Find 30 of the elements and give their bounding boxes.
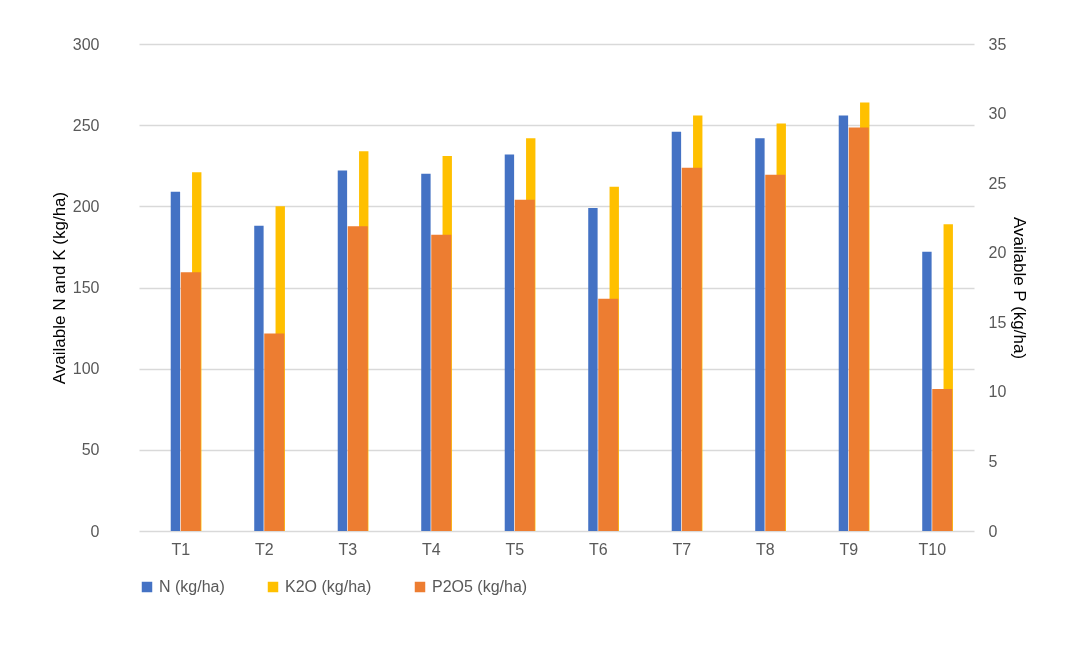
y-tick-label: 200 <box>72 197 100 215</box>
x-tick-label: T3 <box>338 540 358 558</box>
y2-tick-label: 10 <box>988 383 1007 401</box>
y2-tick-label: 20 <box>988 244 1007 262</box>
x-tick-label: T7 <box>672 540 692 558</box>
y-tick-label: 250 <box>72 116 100 134</box>
y2-tick-label: 15 <box>988 313 1007 331</box>
y-tick-label: 150 <box>72 279 100 296</box>
y2-tick-label: 5 <box>988 452 998 470</box>
legend-label: N (kg/ha) <box>159 578 225 595</box>
y-tick-label: 300 <box>72 35 100 53</box>
x-tick-label: T5 <box>505 540 525 558</box>
y2-tick-label: 35 <box>988 35 1007 53</box>
x-tick-label: T10 <box>918 540 947 558</box>
y-tick-label: 100 <box>72 360 100 378</box>
y2-tick-label: 0 <box>988 522 998 540</box>
x-tick-label: T9 <box>839 540 859 558</box>
y2-axis-title: Available P (kg/ha) <box>1010 216 1030 360</box>
y2-tick-label: 25 <box>988 174 1007 192</box>
y-tick-label: 50 <box>81 441 100 459</box>
x-tick-label: T2 <box>254 540 274 558</box>
y-axis-title: Available N and K (kg/ha) <box>49 191 69 385</box>
legend-label: P2O5 (kg/ha) <box>432 578 528 595</box>
x-tick-label: T4 <box>421 540 441 558</box>
y2-tick-label: 30 <box>988 105 1007 123</box>
legend-label: K2O (kg/ha) <box>285 578 372 595</box>
x-tick-label: T6 <box>588 540 608 558</box>
x-tick-label: T1 <box>171 540 191 558</box>
y-tick-label: 0 <box>90 522 100 540</box>
x-tick-label: T8 <box>755 540 775 558</box>
